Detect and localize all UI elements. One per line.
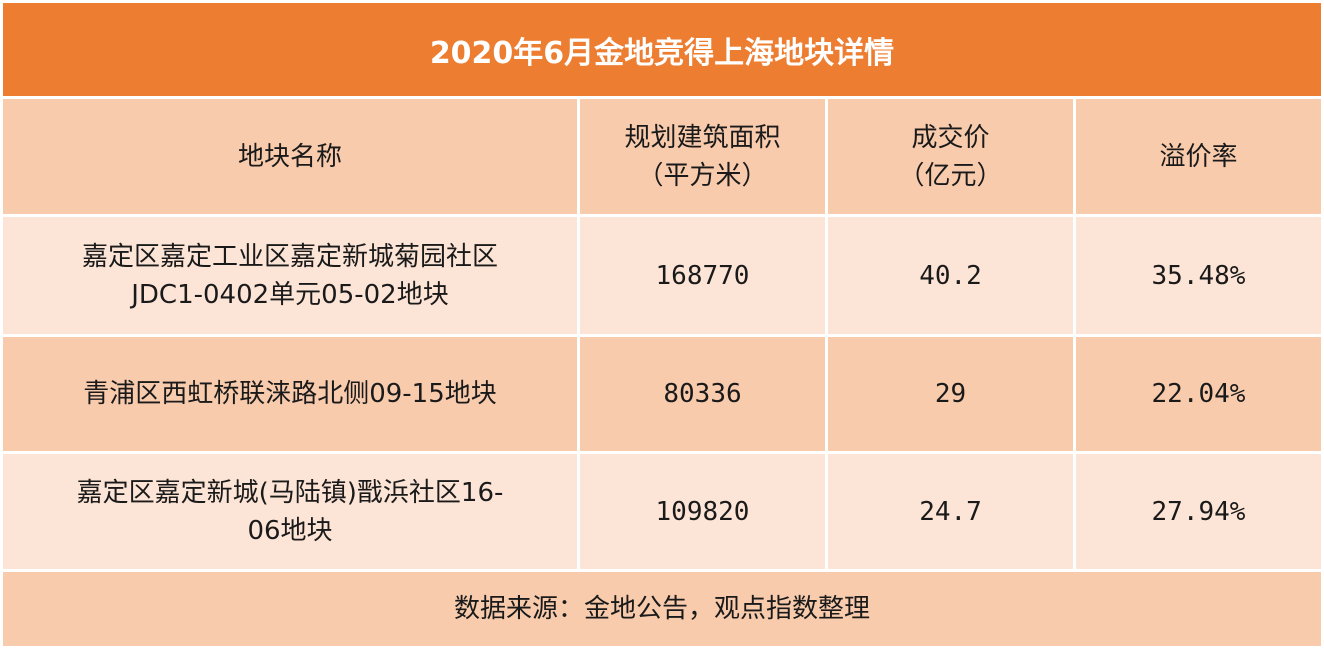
- table-footer-row: 数据来源：金地公告，观点指数整理: [3, 572, 1321, 649]
- table-row: 青浦区西虹桥联涞路北侧09-15地块 80336 29 22.04%: [3, 337, 1321, 454]
- premium-rate-cell: 27.94%: [1076, 454, 1321, 572]
- land-detail-table: 地块名称 规划建筑面积 （平方米） 成交价 （亿元） 溢价率 嘉定区嘉定工业区嘉…: [3, 99, 1321, 649]
- column-header-planned-area: 规划建筑面积 （平方米）: [580, 99, 828, 217]
- column-header-transaction-price: 成交价 （亿元）: [828, 99, 1076, 217]
- premium-rate-cell: 22.04%: [1076, 337, 1321, 454]
- transaction-price-cell: 29: [828, 337, 1076, 454]
- planned-area-cell: 80336: [580, 337, 828, 454]
- table-header-row: 地块名称 规划建筑面积 （平方米） 成交价 （亿元） 溢价率: [3, 99, 1321, 217]
- planned-area-cell: 168770: [580, 217, 828, 337]
- table-row: 嘉定区嘉定新城(马陆镇)戬浜社区16- 06地块 109820 24.7 27.…: [3, 454, 1321, 572]
- table-title: 2020年6月金地竞得上海地块详情: [3, 3, 1321, 96]
- transaction-price-cell: 40.2: [828, 217, 1076, 337]
- parcel-name-cell: 青浦区西虹桥联涞路北侧09-15地块: [3, 337, 580, 454]
- column-header-premium-rate: 溢价率: [1076, 99, 1321, 217]
- parcel-name-cell: 嘉定区嘉定新城(马陆镇)戬浜社区16- 06地块: [3, 454, 580, 572]
- planned-area-cell: 109820: [580, 454, 828, 572]
- table-row: 嘉定区嘉定工业区嘉定新城菊园社区 JDC1-0402单元05-02地块 1687…: [3, 217, 1321, 337]
- column-header-parcel-name: 地块名称: [3, 99, 580, 217]
- parcel-name-cell: 嘉定区嘉定工业区嘉定新城菊园社区 JDC1-0402单元05-02地块: [3, 217, 580, 337]
- premium-rate-cell: 35.48%: [1076, 217, 1321, 337]
- data-source-note: 数据来源：金地公告，观点指数整理: [3, 572, 1321, 649]
- transaction-price-cell: 24.7: [828, 454, 1076, 572]
